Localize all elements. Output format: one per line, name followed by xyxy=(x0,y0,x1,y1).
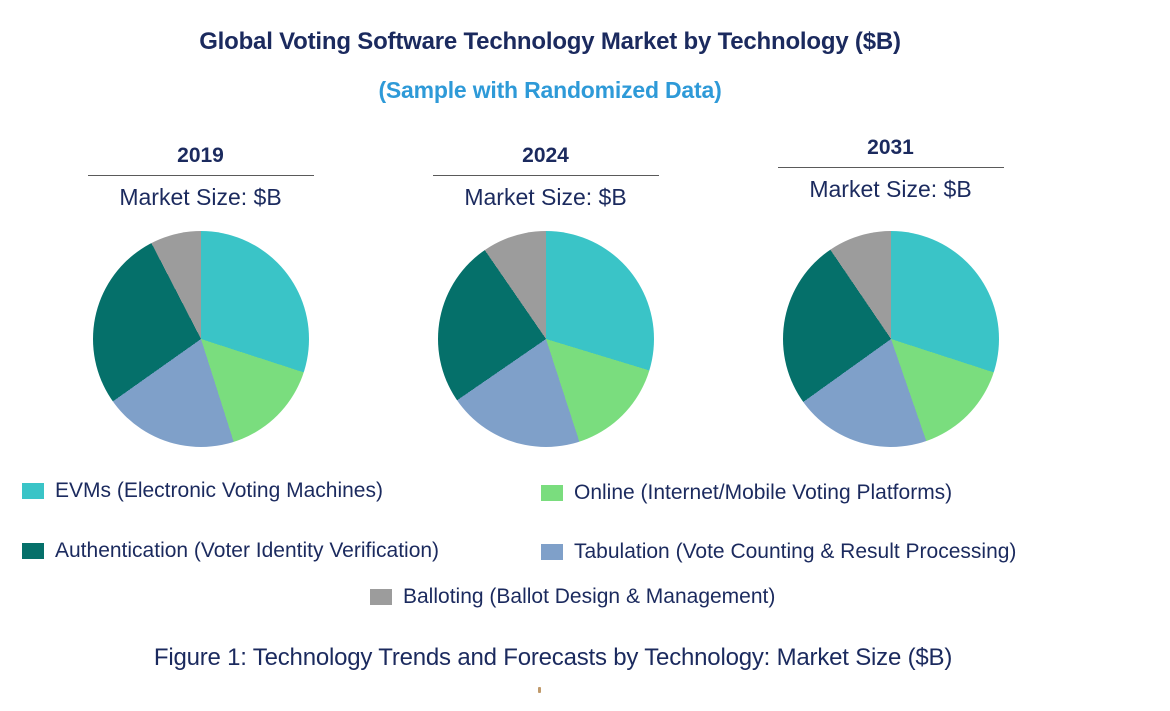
legend-swatch-tabulation xyxy=(541,544,563,560)
figure-caption: Figure 1: Technology Trends and Forecast… xyxy=(153,644,953,671)
chart-subtitle: (Sample with Randomized Data) xyxy=(378,77,722,103)
market-size-label-2019: Market Size: $B xyxy=(119,184,282,210)
year-underline-2031 xyxy=(777,167,1004,168)
year-label-2031: 2031 xyxy=(867,136,914,159)
market-size-label-2024: Market Size: $B xyxy=(464,184,627,210)
year-underline-2019 xyxy=(87,175,314,176)
year-underline-2024 xyxy=(432,175,659,176)
legend-swatch-online xyxy=(541,485,563,501)
legend-label-tabulation: Tabulation (Vote Counting & Result Proce… xyxy=(574,540,1017,563)
pie-chart-2024 xyxy=(437,231,654,447)
pie-column-2031: 2031 Market Size: $B xyxy=(718,136,1063,447)
legend-label-authentication: Authentication (Voter Identity Verificat… xyxy=(55,539,440,562)
pie-column-2019: 2019 Market Size: $B xyxy=(28,144,373,447)
legend-swatch-evms xyxy=(22,483,44,499)
stray-mark xyxy=(538,687,541,693)
pie-chart-2019 xyxy=(92,231,309,447)
pie-charts-row: 2019 Market Size: $B 2024 Market Size: $… xyxy=(28,136,1063,447)
pie-column-2024: 2024 Market Size: $B xyxy=(373,144,718,447)
legend-item-authentication: Authentication (Voter Identity Verificat… xyxy=(22,539,439,563)
column-header-2024: 2024 Market Size: $B xyxy=(373,144,718,211)
chart-title: Global Voting Software Technology Market… xyxy=(199,28,901,55)
legend-item-balloting: Balloting (Ballot Design & Management) xyxy=(370,585,775,609)
legend-label-evms: EVMs (Electronic Voting Machines) xyxy=(55,479,383,502)
legend-swatch-balloting xyxy=(370,589,392,605)
legend-item-evms: EVMs (Electronic Voting Machines) xyxy=(22,479,383,503)
market-size-label-2031: Market Size: $B xyxy=(809,176,972,202)
legend-item-tabulation: Tabulation (Vote Counting & Result Proce… xyxy=(541,540,1016,564)
column-header-2019: 2019 Market Size: $B xyxy=(28,144,373,211)
legend-item-online: Online (Internet/Mobile Voting Platforms… xyxy=(541,481,952,505)
legend-label-balloting: Balloting (Ballot Design & Management) xyxy=(403,585,776,608)
legend-swatch-authentication xyxy=(22,543,44,559)
legend-label-online: Online (Internet/Mobile Voting Platforms… xyxy=(574,481,953,504)
pie-chart-2031 xyxy=(782,231,999,447)
column-header-2031: 2031 Market Size: $B xyxy=(718,136,1063,203)
year-label-2024: 2024 xyxy=(522,144,569,167)
year-label-2019: 2019 xyxy=(177,144,224,167)
